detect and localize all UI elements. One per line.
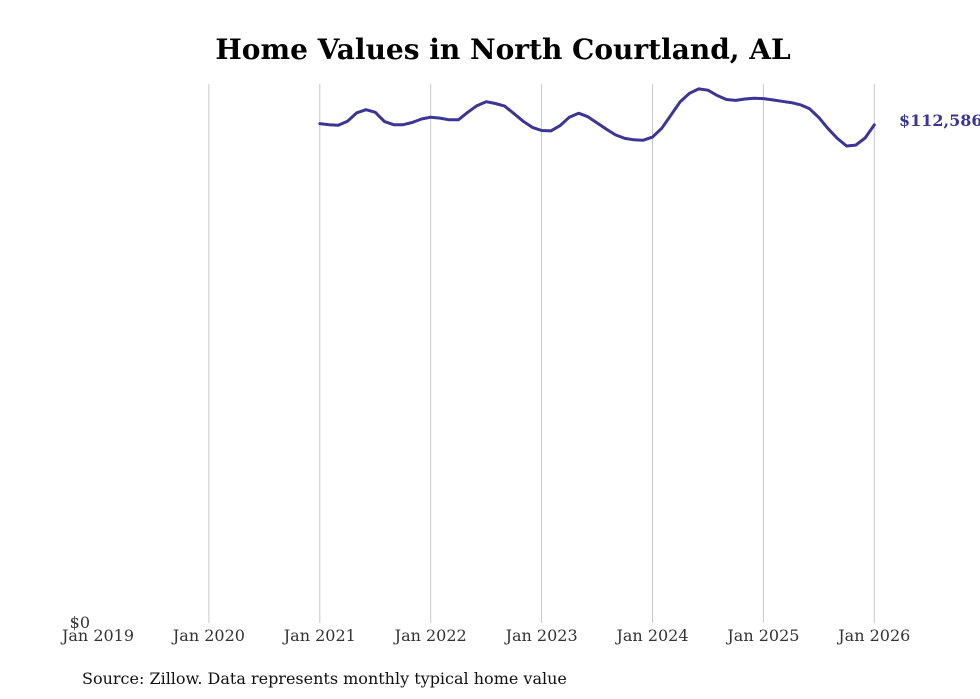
x-tick-jan-2022: Jan 2022 [393, 626, 467, 645]
x-tick-jan-2023: Jan 2023 [504, 626, 578, 645]
x-axis-tick-labels: Jan 2019 Jan 2020 Jan 2021 Jan 2022 Jan 2023… [60, 626, 910, 645]
x-tick-jan-2020: Jan 2020 [171, 626, 245, 645]
chart-title: Home Values in North Courtland, AL [215, 33, 791, 66]
latest-value-label: $112,586 [899, 111, 980, 130]
source-note: Source: Zillow. Data represents monthly … [82, 669, 567, 688]
y-axis-zero-label: $0 [70, 613, 90, 632]
x-tick-jan-2025: Jan 2025 [725, 626, 799, 645]
vertical-gridlines [208, 84, 875, 623]
x-tick-jan-2024: Jan 2024 [614, 626, 688, 645]
x-tick-jan-2026: Jan 2026 [836, 626, 910, 645]
home-value-line [318, 87, 876, 148]
x-tick-jan-2021: Jan 2021 [282, 626, 356, 645]
x-tick-jan-2019: Jan 2019 [60, 626, 134, 645]
